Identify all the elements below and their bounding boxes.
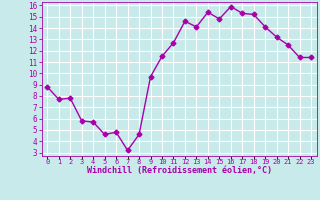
X-axis label: Windchill (Refroidissement éolien,°C): Windchill (Refroidissement éolien,°C) [87, 166, 272, 175]
